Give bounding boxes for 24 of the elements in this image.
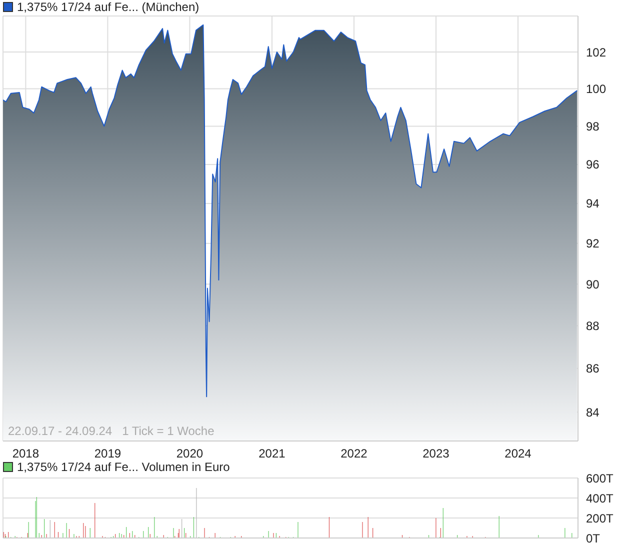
x-tick-label: 2024 [504,446,532,461]
y-tick-label: 102 [586,45,606,60]
y-tick-label: 94 [586,196,600,211]
y-tick-label: 0T [586,531,601,546]
legend-label: 1,375% 17/24 auf Fe... (München) [17,0,200,14]
x-tick-label: 2023 [422,446,450,461]
y-tick-label: 96 [586,158,600,172]
y-tick-label: 90 [586,277,600,292]
y-tick-label: 86 [586,362,600,376]
y-tick-label: 400T [586,491,614,506]
x-tick-label: 2019 [94,446,122,461]
y-tick-label: 98 [586,119,600,134]
y-tick-label: 600T [586,471,614,486]
y-tick-label: 200T [586,511,614,526]
x-tick-label: 2018 [12,446,40,461]
legend-label: 1,375% 17/24 auf Fe... Volumen in Euro [17,460,230,474]
y-tick-label: 100 [586,82,606,96]
annotation: 22.09.17 - 24.09.24 1 Tick = 1 Woche [8,424,214,438]
x-tick-label: 2022 [340,446,368,461]
x-tick-label: 2020 [176,446,204,461]
y-tick-label: 84 [586,405,600,420]
x-tick-label: 2021 [258,446,286,461]
y-tick-label: 88 [586,319,600,334]
y-tick-label: 92 [586,236,600,251]
